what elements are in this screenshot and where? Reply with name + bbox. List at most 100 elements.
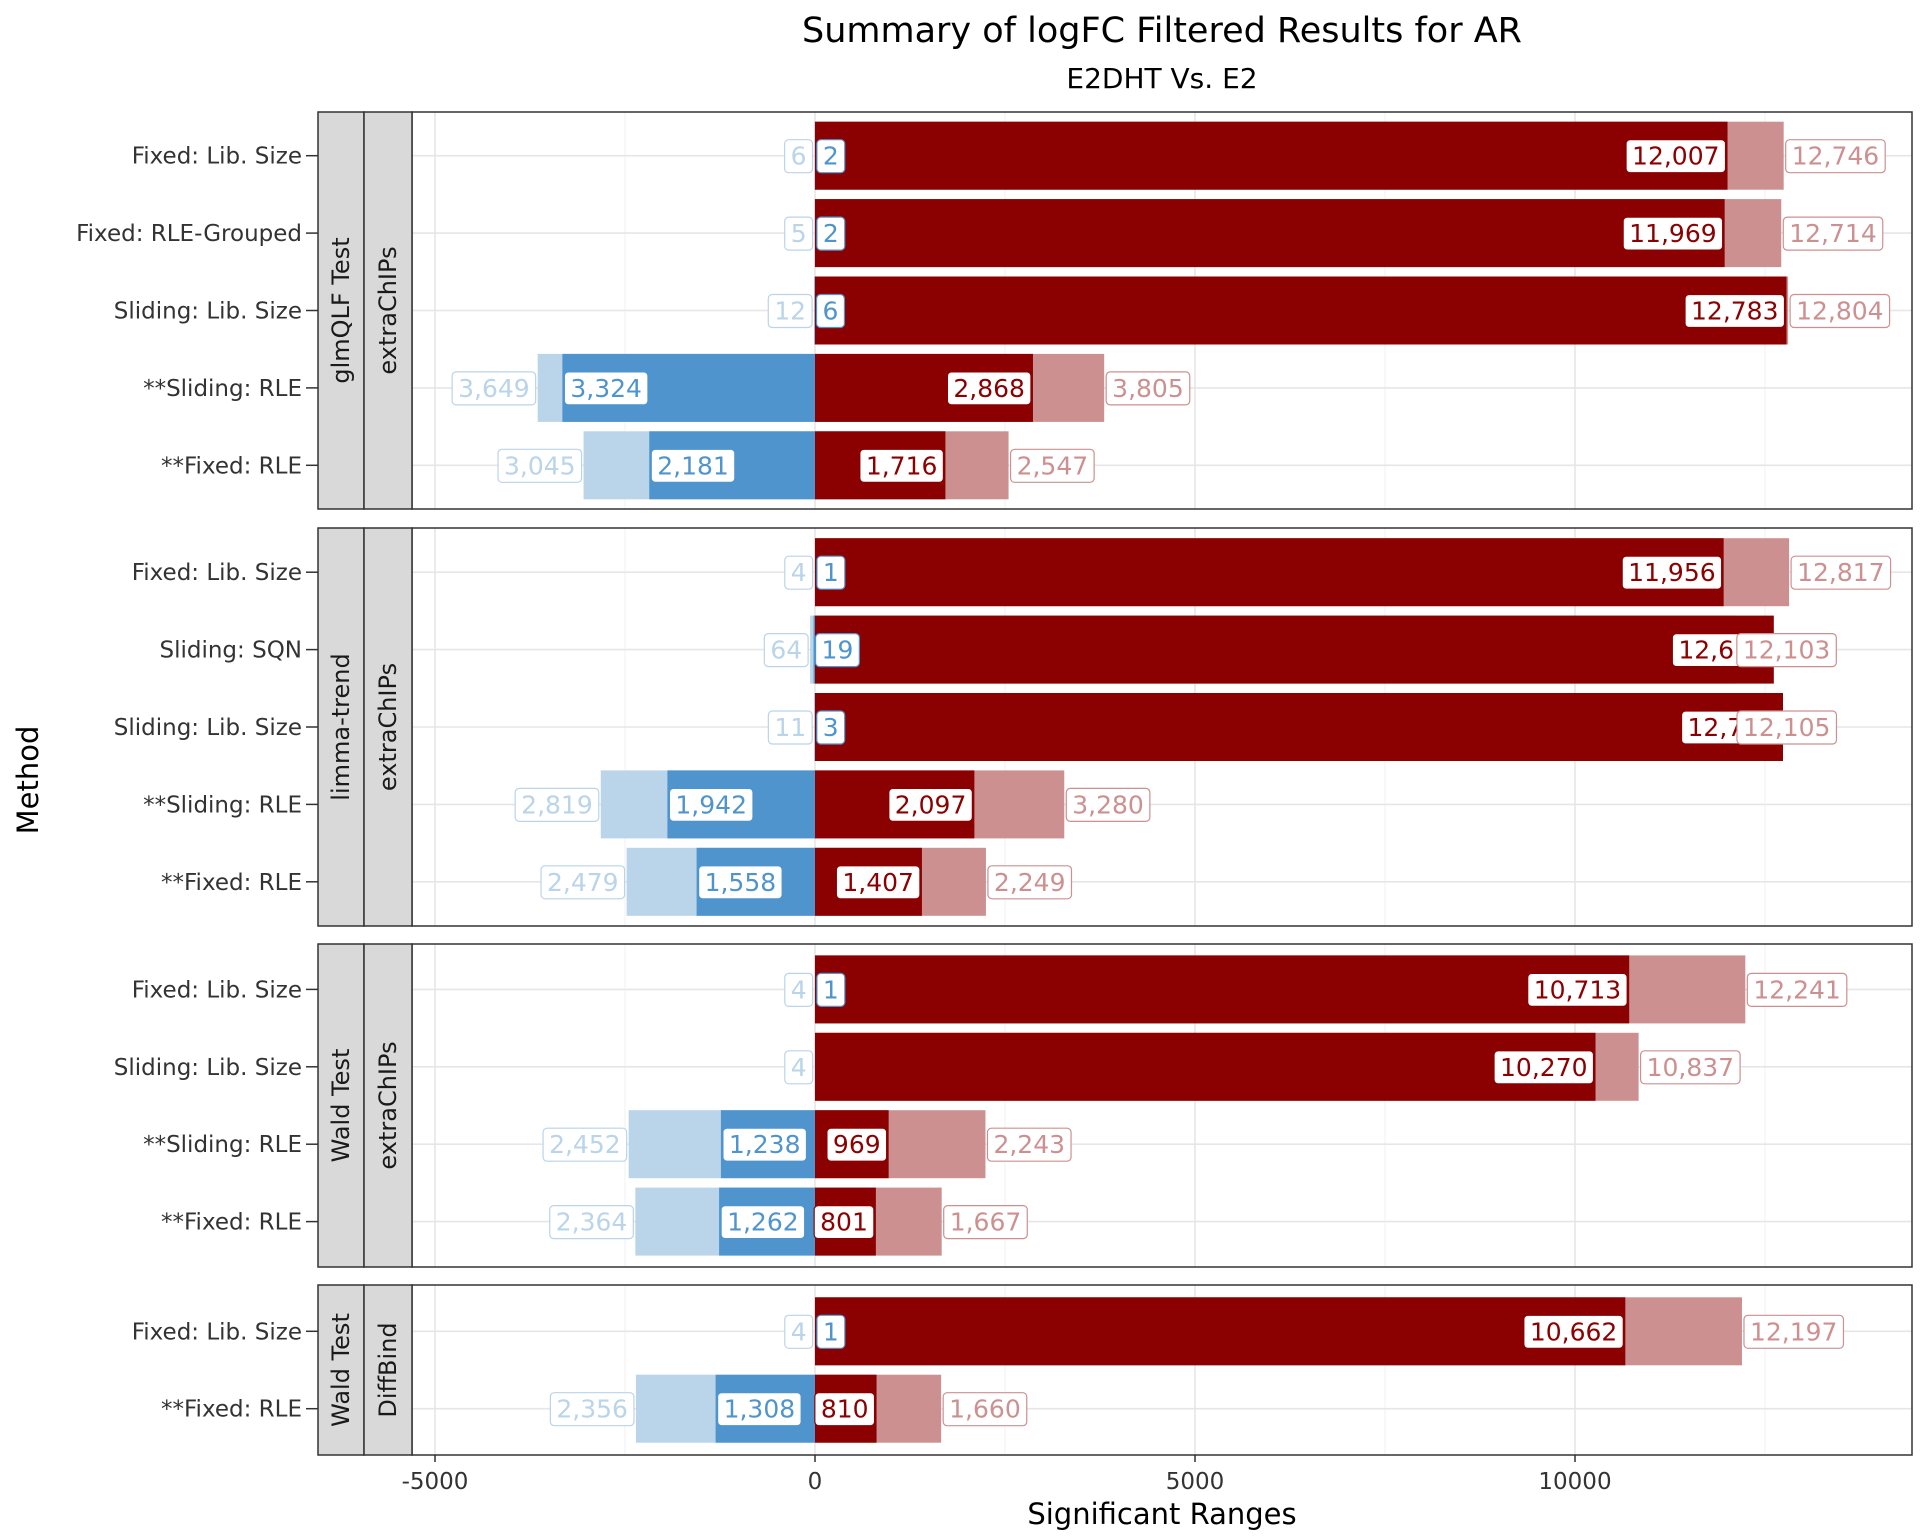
down-total-label-text: 6	[791, 142, 807, 171]
down-filtered-label-text: 1,238	[729, 1130, 801, 1159]
up-filtered-label-text: 1,407	[842, 868, 914, 897]
up-filtered-label-text: 810	[821, 1395, 869, 1424]
up-total-label-box	[1736, 632, 1837, 668]
down-total-label: 2,364	[549, 1204, 634, 1240]
up-filtered-label-box	[888, 787, 973, 823]
up-total-label-text: 12,817	[1797, 558, 1884, 587]
down-total-label: 64	[763, 632, 809, 668]
up-total-label-text: 12,714	[1789, 219, 1876, 248]
down-total-label: 6	[784, 139, 814, 174]
down-total-label: 4	[784, 555, 814, 590]
up-filtered-label: 801	[813, 1204, 875, 1240]
up-filtered-bar	[815, 199, 1725, 268]
up-total-label: 12,197	[1743, 1314, 1845, 1349]
y-tick-label: **Sliding: RLE	[143, 376, 302, 402]
up-filtered-label-box	[814, 1392, 876, 1427]
down-filtered-label-box	[816, 710, 846, 745]
down-filtered-label: 19	[814, 632, 860, 668]
up-total-label-box	[942, 1392, 1028, 1427]
y-tick-label: Sliding: Lib. Size	[114, 1055, 302, 1081]
up-total-label-text: 2,249	[994, 868, 1066, 897]
up-total-label-box	[1782, 216, 1884, 251]
down-total-label-box	[784, 139, 814, 174]
strip-package	[363, 111, 413, 510]
y-axis-title: Method	[11, 726, 45, 835]
down-filtered-label-text: 1	[823, 558, 839, 587]
up-total-label: 1,660	[942, 1392, 1028, 1427]
up-filtered-label-box	[1684, 293, 1786, 329]
down-filtered-label: 1,238	[722, 1127, 808, 1162]
down-total-label: 3,045	[497, 448, 583, 483]
up-total-label-box	[1065, 787, 1151, 823]
down-filtered-label: 1	[816, 555, 846, 590]
down-filtered-label-text: 2	[823, 219, 839, 248]
up-total-label-text: 12,804	[1796, 297, 1883, 326]
x-tick-label: -5000	[402, 1469, 469, 1495]
down-filtered-label-box	[716, 1392, 802, 1427]
down-total-label-box	[549, 1392, 635, 1427]
down-total-label: 11	[767, 710, 813, 745]
down-total-label-box	[784, 555, 814, 590]
up-filtered-bar	[815, 615, 1774, 684]
up-filtered-label-text: 12,783	[1691, 297, 1778, 326]
up-filtered-label-text: 1,716	[866, 451, 938, 480]
up-total-label-box	[986, 1127, 1072, 1162]
up-total-label: 12,103	[1736, 632, 1837, 668]
down-filtered-label-box	[668, 787, 754, 823]
up-filtered-label: 10,270	[1493, 1050, 1595, 1085]
down-total-label: 4	[784, 1050, 814, 1085]
up-total-label: 3,280	[1065, 787, 1151, 823]
down-filtered-label-box	[563, 371, 649, 406]
up-total-label-box	[1785, 139, 1886, 174]
strip-package	[363, 527, 413, 927]
down-filtered-label-box	[815, 293, 846, 329]
up-total-label-text: 12,197	[1750, 1317, 1837, 1346]
x-tick-label: 5000	[1166, 1469, 1225, 1495]
up-filtered-label-box	[813, 1204, 875, 1240]
up-total-label-box	[1746, 972, 1848, 1008]
down-filtered-label: 2,181	[650, 448, 736, 483]
up-filtered-bar	[815, 1297, 1626, 1366]
up-total-label: 12,714	[1782, 216, 1884, 251]
up-filtered-label-box	[1527, 972, 1628, 1008]
down-filtered-label-box	[816, 555, 846, 590]
up-total-label-box	[1009, 448, 1095, 483]
chart-subtitle: E2DHT Vs. E2	[1066, 62, 1257, 95]
strip-package-label: extraChIPs	[374, 246, 402, 374]
up-total-label: 3,805	[1105, 371, 1191, 406]
y-tick-label: **Fixed: RLE	[161, 1397, 302, 1423]
up-total-label: 12,804	[1789, 293, 1891, 329]
up-total-label: 12,105	[1736, 710, 1838, 745]
strip-test-label: Wald Test	[327, 1313, 355, 1427]
down-total-label: 4	[784, 1314, 814, 1349]
strip-test-label: Wald Test	[327, 1049, 355, 1163]
up-filtered-label-box	[859, 448, 945, 483]
strip-test	[317, 527, 365, 927]
up-filtered-label: 969	[826, 1127, 888, 1162]
down-total-label: 2,479	[540, 865, 626, 900]
up-total-label-text: 1,660	[949, 1395, 1021, 1424]
down-filtered-label: 3	[816, 710, 846, 745]
down-total-label-box	[784, 216, 814, 251]
strip-package	[363, 1284, 413, 1456]
down-filtered-label-text: 1,262	[727, 1208, 799, 1237]
up-filtered-label-box	[826, 1127, 888, 1162]
down-filtered-label: 1,308	[716, 1392, 802, 1427]
down-total-label: 2,819	[514, 787, 600, 823]
down-filtered-label-text: 1,308	[724, 1395, 796, 1424]
down-filtered-label: 1,558	[697, 865, 783, 900]
down-total-label-text: 2,364	[556, 1208, 628, 1237]
up-filtered-label: 11,969	[1622, 216, 1724, 251]
y-tick-label: **Sliding: RLE	[143, 1132, 302, 1158]
down-filtered-label: 2	[816, 216, 846, 251]
up-total-label-box	[1790, 555, 1892, 590]
down-filtered-label-text: 3,324	[570, 374, 642, 403]
x-tick-label: 10000	[1538, 1469, 1611, 1495]
y-tick-label: **Fixed: RLE	[161, 1210, 302, 1236]
up-total-label-box	[1736, 710, 1838, 745]
up-filtered-label-text: 2,868	[953, 374, 1025, 403]
strip-package-label: extraChIPs	[374, 663, 402, 791]
up-filtered-label-text: 10,270	[1500, 1053, 1587, 1082]
up-total-label-box	[1789, 293, 1891, 329]
